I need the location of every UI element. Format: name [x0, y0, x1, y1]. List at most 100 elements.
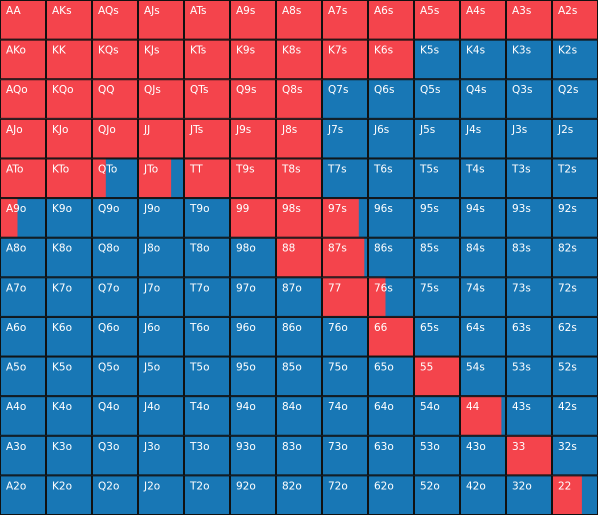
hand-label: 66 — [374, 322, 388, 334]
cell-border — [460, 237, 506, 278]
cell-background — [92, 475, 138, 515]
cell-border — [276, 316, 322, 357]
cell-border — [0, 118, 46, 159]
cell-background — [0, 277, 46, 317]
cell-border — [414, 396, 460, 436]
cell-background — [460, 277, 506, 317]
cell-background — [460, 198, 506, 238]
hand-label: T6s — [373, 163, 393, 175]
cell-background — [322, 396, 368, 436]
cell-background — [230, 475, 276, 515]
cell-border — [230, 0, 276, 40]
cell-background — [414, 237, 460, 278]
hand-label: T5s — [419, 163, 439, 175]
cell-background — [230, 277, 276, 317]
cell-background — [552, 277, 598, 317]
cell-border — [92, 277, 138, 317]
hand-label: A4o — [6, 401, 26, 413]
hand-label: J4s — [465, 124, 481, 136]
cell-background — [414, 396, 460, 436]
raise-fill — [92, 79, 138, 119]
hand-label: JTs — [189, 124, 203, 136]
hand-label: Q8s — [282, 84, 302, 96]
cell-border — [322, 0, 368, 40]
hand-label: T7o — [189, 282, 210, 294]
hand-label: 32o — [512, 480, 532, 492]
raise-fill — [506, 0, 552, 40]
hand-label: 52s — [558, 362, 577, 374]
hand-label: Q4s — [466, 84, 486, 96]
hand-label: T8s — [281, 163, 301, 175]
cell-border — [506, 158, 552, 199]
cell-background — [552, 316, 598, 357]
cell-background — [322, 118, 368, 159]
cell-border — [368, 39, 414, 80]
raise-fill — [0, 39, 46, 80]
hand-label: 93s — [512, 203, 531, 215]
cell-border — [138, 237, 184, 278]
cell-border — [506, 39, 552, 80]
cell-border — [276, 79, 322, 119]
cell-background — [46, 435, 92, 476]
hand-label: K5o — [52, 362, 72, 374]
hand-label: Q7s — [328, 84, 348, 96]
cell-background — [230, 237, 276, 278]
cell-border — [276, 396, 322, 436]
cell-border — [92, 396, 138, 436]
hand-label: Q2o — [98, 480, 119, 492]
cell-background — [138, 435, 184, 476]
cell-border — [184, 0, 230, 40]
cell-border — [92, 356, 138, 397]
cell-border — [368, 198, 414, 238]
cell-border — [92, 158, 138, 199]
cell-border — [460, 277, 506, 317]
cell-background — [0, 475, 46, 515]
hand-label: 94o — [236, 401, 256, 413]
raise-fill — [92, 39, 138, 80]
cell-border — [460, 79, 506, 119]
raise-fill — [460, 396, 502, 436]
hand-label: T9o — [189, 203, 210, 215]
cell-border — [506, 435, 552, 476]
cell-border — [92, 435, 138, 476]
raise-fill — [184, 0, 230, 40]
cell-background — [276, 316, 322, 357]
cell-background — [322, 79, 368, 119]
hand-label: 43s — [512, 401, 531, 413]
hand-label: Q6o — [98, 322, 119, 334]
hand-label: AQo — [6, 84, 28, 96]
hand-label: T5o — [189, 362, 210, 374]
hand-label: 73o — [328, 441, 348, 453]
cell-border — [276, 198, 322, 238]
hand-label: J5o — [143, 362, 160, 374]
hand-label: QQ — [98, 84, 115, 96]
hand-label: A2s — [558, 5, 577, 17]
raise-fill — [230, 198, 276, 238]
raise-fill — [138, 39, 184, 80]
hand-label: 42s — [558, 401, 577, 413]
hand-label: 53s — [512, 362, 531, 374]
hand-label: QJo — [98, 124, 116, 136]
cell-border — [506, 396, 552, 436]
cell-background — [276, 277, 322, 317]
hand-label: J9o — [143, 203, 160, 215]
cell-border — [184, 316, 230, 357]
raise-fill — [138, 79, 184, 119]
raise-fill — [230, 158, 276, 199]
hand-label: 82o — [282, 480, 302, 492]
hand-label: 74o — [328, 401, 348, 413]
cell-background — [552, 356, 598, 397]
hand-label: K6s — [374, 45, 393, 57]
hand-label: 65o — [374, 362, 394, 374]
hand-label: KTo — [52, 163, 69, 175]
raise-fill — [92, 158, 106, 199]
hand-label: 92o — [236, 480, 256, 492]
cell-border — [322, 79, 368, 119]
cell-border — [46, 316, 92, 357]
cell-border — [322, 198, 368, 238]
raise-fill — [506, 435, 552, 476]
cell-background — [276, 396, 322, 436]
cell-border — [230, 277, 276, 317]
hand-label: AQs — [98, 5, 119, 17]
raise-fill — [92, 118, 138, 159]
